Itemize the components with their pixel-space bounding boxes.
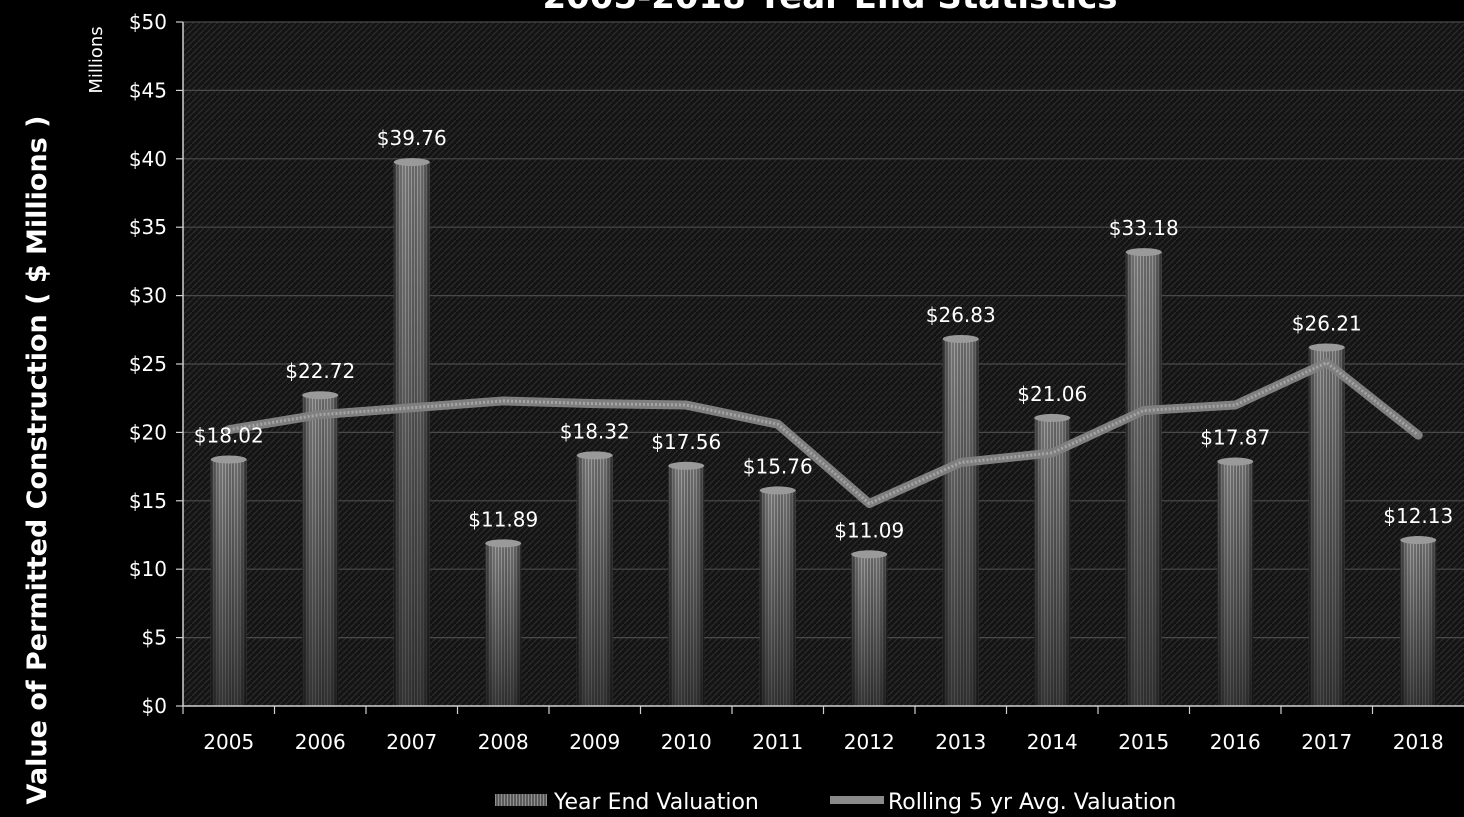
bar (668, 462, 704, 706)
data-label: $26.83 (926, 303, 996, 327)
y-tick-label: $50 (129, 10, 167, 34)
x-tick-label: 2005 (203, 730, 254, 754)
bar (1400, 536, 1436, 706)
data-label: $11.89 (468, 507, 538, 531)
bar (211, 455, 247, 706)
bar (943, 335, 979, 706)
x-tick-label: 2007 (386, 730, 437, 754)
bar (1217, 458, 1253, 706)
y-tick-label: $35 (129, 215, 167, 239)
legend-swatch-bar (495, 794, 547, 806)
y-tick-label: $5 (142, 626, 167, 650)
data-label: $11.09 (834, 518, 904, 542)
data-label: $22.72 (285, 359, 355, 383)
chart-title: 2005-2018 Year End Statistics (542, 0, 1117, 17)
legend-label-bar: Year End Valuation (553, 790, 759, 815)
y-units-label: Millions (86, 26, 107, 93)
bar (394, 158, 430, 706)
y-axis-label: Value of Permitted Construction ( $ Mill… (22, 115, 53, 804)
y-tick-label: $25 (129, 352, 167, 376)
x-tick-label: 2011 (752, 730, 803, 754)
y-tick-label: $0 (142, 694, 167, 718)
bar (851, 550, 887, 706)
data-label: $33.18 (1109, 216, 1179, 240)
data-label: $39.76 (377, 126, 447, 150)
data-label: $12.13 (1383, 504, 1453, 528)
data-label: $21.06 (1017, 382, 1087, 406)
x-tick-label: 2006 (295, 730, 346, 754)
y-tick-label: $40 (129, 147, 167, 171)
x-tick-label: 2018 (1393, 730, 1444, 754)
legend-label-line: Rolling 5 yr Avg. Valuation (888, 790, 1176, 815)
bar (302, 391, 338, 706)
data-label: $15.76 (743, 454, 813, 478)
x-tick-label: 2012 (844, 730, 895, 754)
x-tick-label: 2010 (661, 730, 712, 754)
bar (577, 451, 613, 706)
y-tick-label: $15 (129, 489, 167, 513)
y-tick-label: $30 (129, 284, 167, 308)
x-tick-label: 2015 (1118, 730, 1169, 754)
y-tick-label: $45 (129, 78, 167, 102)
y-tick-label: $20 (129, 420, 167, 444)
y-tick-label: $10 (129, 557, 167, 581)
data-label: $17.56 (651, 430, 721, 454)
bar (1309, 343, 1345, 706)
x-tick-label: 2014 (1027, 730, 1078, 754)
x-tick-label: 2017 (1301, 730, 1352, 754)
x-tick-label: 2009 (569, 730, 620, 754)
x-tick-label: 2013 (935, 730, 986, 754)
bar (485, 539, 521, 706)
x-tick-label: 2008 (478, 730, 529, 754)
data-label: $18.32 (560, 419, 630, 443)
x-tick-label: 2016 (1210, 730, 1261, 754)
bar (1126, 248, 1162, 706)
data-label: $26.21 (1292, 311, 1362, 335)
data-label: $18.02 (194, 423, 264, 447)
data-label: $17.87 (1200, 426, 1270, 450)
bar (760, 486, 796, 706)
